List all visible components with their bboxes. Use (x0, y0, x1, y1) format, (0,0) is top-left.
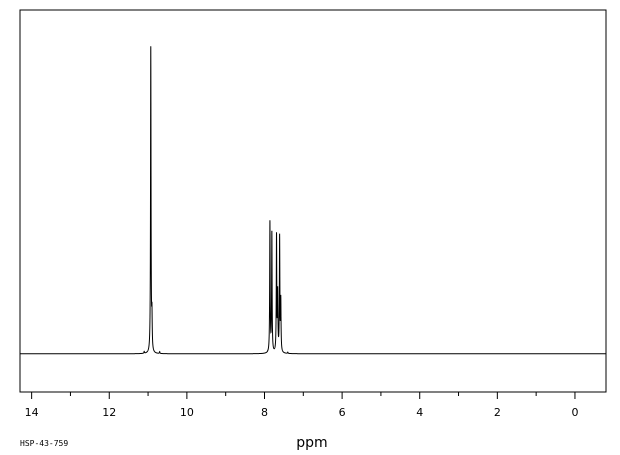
x-tick-label: 10 (180, 406, 194, 419)
x-tick-label: 2 (494, 406, 501, 419)
x-axis-ticks (31, 392, 576, 399)
spectrum-line (20, 46, 606, 355)
x-tick-label: 12 (102, 406, 116, 419)
x-tick-label: 4 (416, 406, 423, 419)
x-tick-label: 14 (25, 406, 39, 419)
x-axis-tick-labels: 14 12 10 8 6 4 2 0 (25, 406, 579, 419)
sample-code-label: HSP-43-759 (20, 439, 68, 448)
plot-frame (19, 9, 607, 393)
x-tick-label: 0 (571, 406, 578, 419)
x-tick-label: 6 (339, 406, 346, 419)
x-axis-title: ppm (296, 435, 327, 451)
x-tick-label: 8 (261, 406, 268, 419)
